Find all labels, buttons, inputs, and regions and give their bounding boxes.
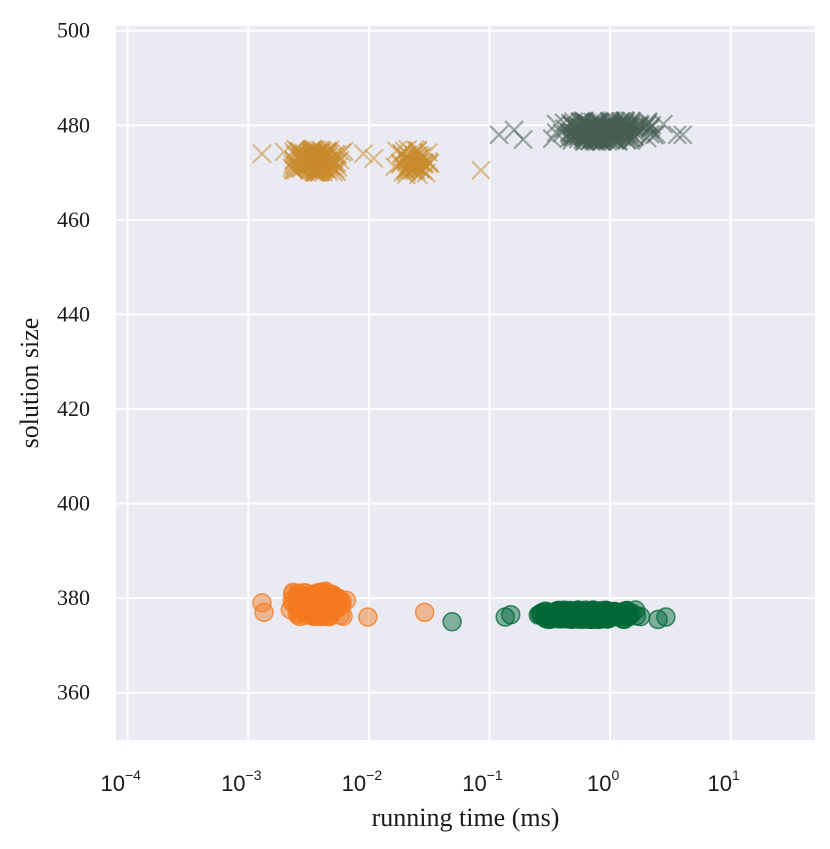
data-point-x: [320, 140, 340, 160]
data-point-circle: [656, 607, 676, 627]
x-tick-label: 101: [708, 767, 740, 796]
y-tick-label: 360: [57, 680, 90, 705]
y-tick-label: 420: [57, 396, 90, 421]
data-point-x: [394, 141, 415, 161]
y-tick-label: 440: [57, 301, 90, 326]
data-point-x: [414, 153, 434, 173]
data-point-x: [616, 126, 636, 146]
data-point-circle: [620, 605, 640, 625]
plot-background: [116, 26, 815, 740]
x-tick-label: 10−4: [100, 767, 141, 796]
data-point-x: [667, 124, 687, 145]
data-point-circle: [500, 604, 521, 625]
data-point-x: [395, 158, 416, 179]
data-point-x: [593, 128, 613, 148]
data-point-x: [403, 160, 424, 181]
data-point-x: [489, 124, 509, 145]
x-tick-label: 10−1: [462, 767, 503, 796]
x-axis-label: running time (ms): [372, 803, 560, 832]
data-point-circle: [414, 602, 435, 623]
data-point-circle: [584, 601, 604, 622]
data-point-circle: [358, 607, 378, 627]
data-point-x: [560, 113, 581, 133]
data-point-x: [587, 116, 608, 137]
y-tick-label: 480: [57, 112, 90, 137]
data-point-circle: [287, 605, 308, 625]
x-tick-labels: 10−4 10−3 10−2 10−1 100 101: [100, 767, 740, 796]
y-tick-label: 400: [57, 491, 90, 516]
data-point-x: [328, 157, 348, 178]
y-tick-label: 500: [57, 18, 90, 43]
data-point-circle: [648, 609, 668, 630]
data-point-x: [542, 128, 563, 149]
data-point-x: [353, 143, 374, 164]
data-point-circle: [560, 609, 581, 629]
data-point-x: [327, 153, 347, 173]
y-tick-labels: 360 380 400 420 440 460 480 500: [57, 18, 90, 705]
data-point-x: [286, 160, 306, 181]
data-point-circle: [254, 602, 274, 623]
x-tick-label: 10−3: [221, 767, 262, 796]
data-point-circle: [442, 612, 462, 632]
x-tick-label: 10−2: [342, 767, 383, 796]
data-point-x: [646, 124, 666, 144]
data-point-x: [513, 129, 533, 150]
data-point-x: [252, 143, 272, 164]
data-points: [252, 110, 693, 632]
data-point-x: [301, 155, 322, 176]
data-point-x: [414, 154, 434, 175]
data-point-circle: [313, 597, 333, 617]
y-tick-label: 380: [57, 585, 90, 610]
data-point-x: [672, 124, 693, 145]
data-point-x: [364, 148, 384, 169]
data-point-x: [299, 143, 320, 164]
data-point-x: [307, 159, 327, 179]
data-point-x: [471, 160, 491, 180]
data-point-x: [310, 140, 330, 160]
x-tick-label: 100: [587, 767, 619, 796]
y-tick-label: 460: [57, 207, 90, 232]
data-point-x: [386, 141, 407, 161]
data-point-x: [398, 158, 418, 179]
y-axis-label: solution size: [15, 318, 44, 449]
